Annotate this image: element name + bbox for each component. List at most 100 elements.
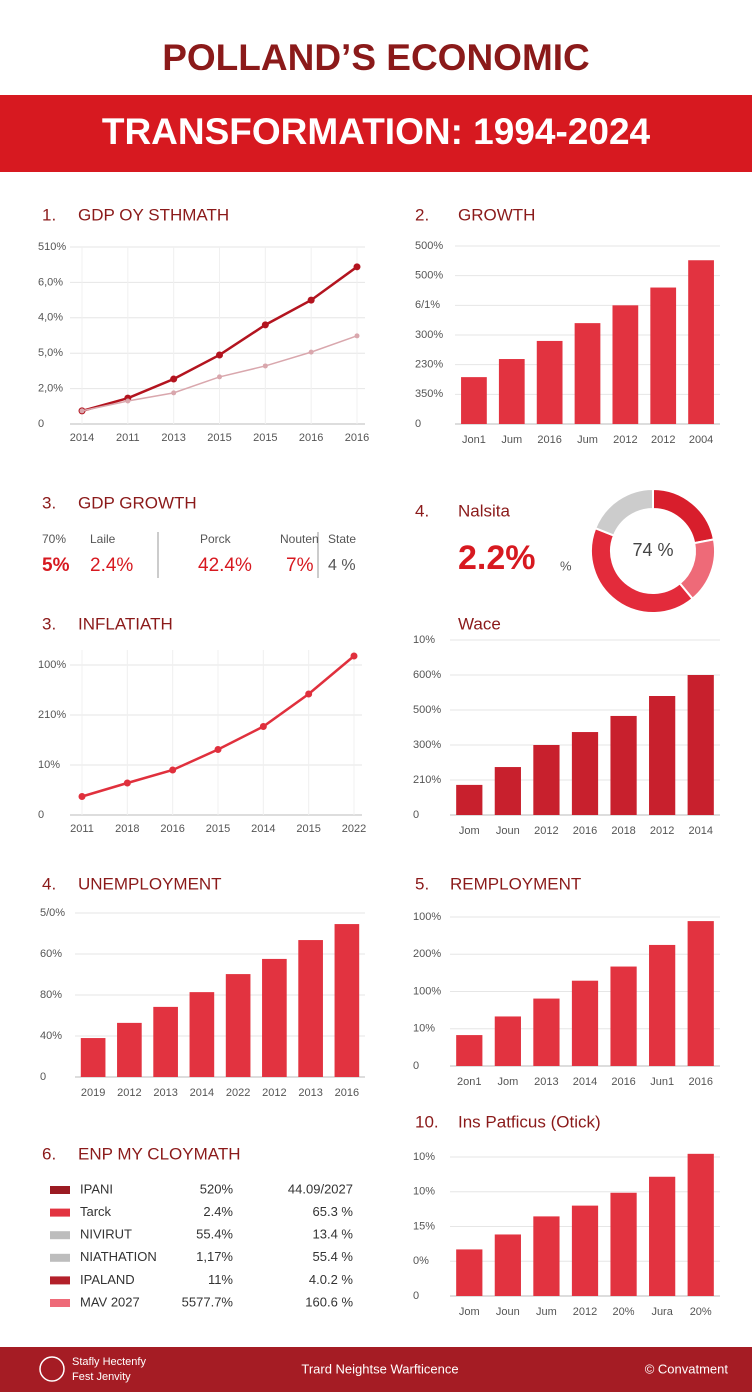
bar bbox=[533, 745, 560, 815]
x-tick-label: 2015 bbox=[206, 823, 230, 835]
bar bbox=[650, 287, 677, 424]
x-tick-label: Joun bbox=[496, 825, 520, 837]
chart-number: 4. bbox=[415, 501, 429, 520]
table-cell: 13.4 % bbox=[313, 1227, 354, 1242]
y-tick-label: 300% bbox=[415, 329, 443, 341]
bar bbox=[610, 966, 637, 1066]
bar bbox=[533, 1216, 560, 1296]
y-tick-label: 80% bbox=[40, 989, 62, 1001]
bar bbox=[225, 974, 251, 1077]
point bbox=[171, 390, 177, 396]
y-tick-label: 6,0% bbox=[38, 276, 63, 288]
bar bbox=[571, 980, 599, 1066]
row-swatch bbox=[50, 1276, 70, 1285]
bar bbox=[687, 1153, 714, 1296]
x-tick-label: Jon1 bbox=[462, 434, 486, 446]
y-tick-label: 300% bbox=[413, 739, 441, 751]
point bbox=[216, 351, 223, 359]
stat-unit: % bbox=[560, 558, 572, 573]
x-tick-label: 2022 bbox=[342, 823, 366, 835]
stat-label: 70% bbox=[42, 532, 66, 546]
row-swatch bbox=[50, 1231, 70, 1240]
x-tick-label: 2015 bbox=[253, 432, 277, 444]
x-tick-label: 2014 bbox=[573, 1076, 597, 1088]
x-tick-label: 2004 bbox=[689, 434, 713, 446]
bar bbox=[456, 1035, 483, 1066]
bar bbox=[649, 944, 676, 1066]
donut-segment bbox=[594, 487, 654, 537]
table-cell: NIATHATION bbox=[80, 1249, 157, 1264]
x-tick-label: 2012 bbox=[534, 825, 558, 837]
x-tick-label: 2014 bbox=[688, 825, 712, 837]
y-tick-label: 2,0% bbox=[38, 383, 63, 395]
x-tick-label: 2014 bbox=[251, 823, 275, 835]
table-cell: 65.3 % bbox=[313, 1204, 354, 1219]
section-number: 3. bbox=[42, 493, 56, 512]
stat-value: 5% bbox=[42, 555, 70, 576]
bar bbox=[649, 1176, 676, 1296]
chart-title: GDP OY STHMATH bbox=[78, 205, 229, 224]
point bbox=[169, 766, 177, 774]
y-tick-label: 0 bbox=[413, 1060, 419, 1072]
chart-number: 5. bbox=[415, 874, 429, 893]
table-cell: NIVIRUT bbox=[80, 1227, 132, 1242]
chart-title: UNEMPLOYMENT bbox=[78, 874, 222, 893]
y-tick-label: 230% bbox=[415, 359, 443, 371]
x-tick-label: 2016 bbox=[688, 1076, 712, 1088]
bar bbox=[687, 675, 714, 815]
y-tick-label: 10% bbox=[413, 634, 435, 646]
y-tick-label: 6/1% bbox=[415, 299, 440, 311]
x-tick-label: 2016 bbox=[611, 1076, 635, 1088]
stat-value: 42.4% bbox=[198, 555, 252, 576]
chart-number: 1. bbox=[42, 205, 56, 224]
y-tick-label: 10% bbox=[413, 1186, 435, 1198]
x-tick-label: 2018 bbox=[611, 825, 635, 837]
x-tick-label: Joun bbox=[496, 1306, 520, 1318]
bar bbox=[536, 340, 563, 424]
donut-center-label: 74 % bbox=[632, 540, 673, 560]
y-tick-label: 210% bbox=[413, 774, 441, 786]
y-tick-label: 600% bbox=[413, 669, 441, 681]
point bbox=[259, 723, 267, 730]
x-tick-label: 2019 bbox=[81, 1087, 105, 1099]
table-cell: 520% bbox=[200, 1181, 234, 1196]
x-tick-label: 2016 bbox=[335, 1087, 359, 1099]
x-tick-label: 2016 bbox=[299, 432, 323, 444]
x-tick-label: 2022 bbox=[226, 1087, 250, 1099]
bar bbox=[571, 732, 599, 815]
row-swatch bbox=[50, 1186, 70, 1194]
x-tick-label: 2012 bbox=[651, 434, 675, 446]
x-tick-label: Jum bbox=[577, 434, 598, 446]
bar bbox=[298, 940, 323, 1077]
bar bbox=[117, 1022, 142, 1077]
title-line-1: POLLAND’S ECONOMIC bbox=[162, 37, 590, 78]
x-tick-label: 2012 bbox=[650, 825, 674, 837]
y-tick-label: 5/0% bbox=[40, 907, 65, 919]
y-tick-label: 350% bbox=[415, 388, 443, 400]
bar bbox=[494, 1016, 521, 1066]
point bbox=[123, 779, 131, 787]
table-cell: 1,17% bbox=[196, 1249, 233, 1264]
bar bbox=[334, 924, 360, 1077]
y-tick-label: 5,0% bbox=[38, 347, 63, 359]
stat-value: 7% bbox=[286, 555, 314, 576]
row-swatch bbox=[50, 1208, 70, 1217]
table-cell: 2.4% bbox=[203, 1204, 233, 1219]
point bbox=[353, 263, 361, 271]
x-tick-label: 2013 bbox=[298, 1087, 322, 1099]
point bbox=[261, 321, 269, 329]
point bbox=[305, 690, 313, 698]
table-cell: 4.0.2 % bbox=[309, 1272, 354, 1287]
x-tick-label: Jom bbox=[459, 825, 480, 837]
y-tick-label: 500% bbox=[415, 240, 443, 252]
bar bbox=[688, 260, 714, 424]
row-swatch bbox=[50, 1299, 70, 1307]
y-tick-label: 0 bbox=[38, 809, 44, 821]
y-tick-label: 100% bbox=[413, 985, 441, 997]
y-tick-label: 100% bbox=[38, 659, 66, 671]
stat-value: 2.4% bbox=[90, 555, 133, 576]
table-cell: 55.4% bbox=[196, 1227, 233, 1242]
y-tick-label: 500% bbox=[413, 704, 441, 716]
footer-brand: Fest Jenvity bbox=[72, 1371, 131, 1383]
